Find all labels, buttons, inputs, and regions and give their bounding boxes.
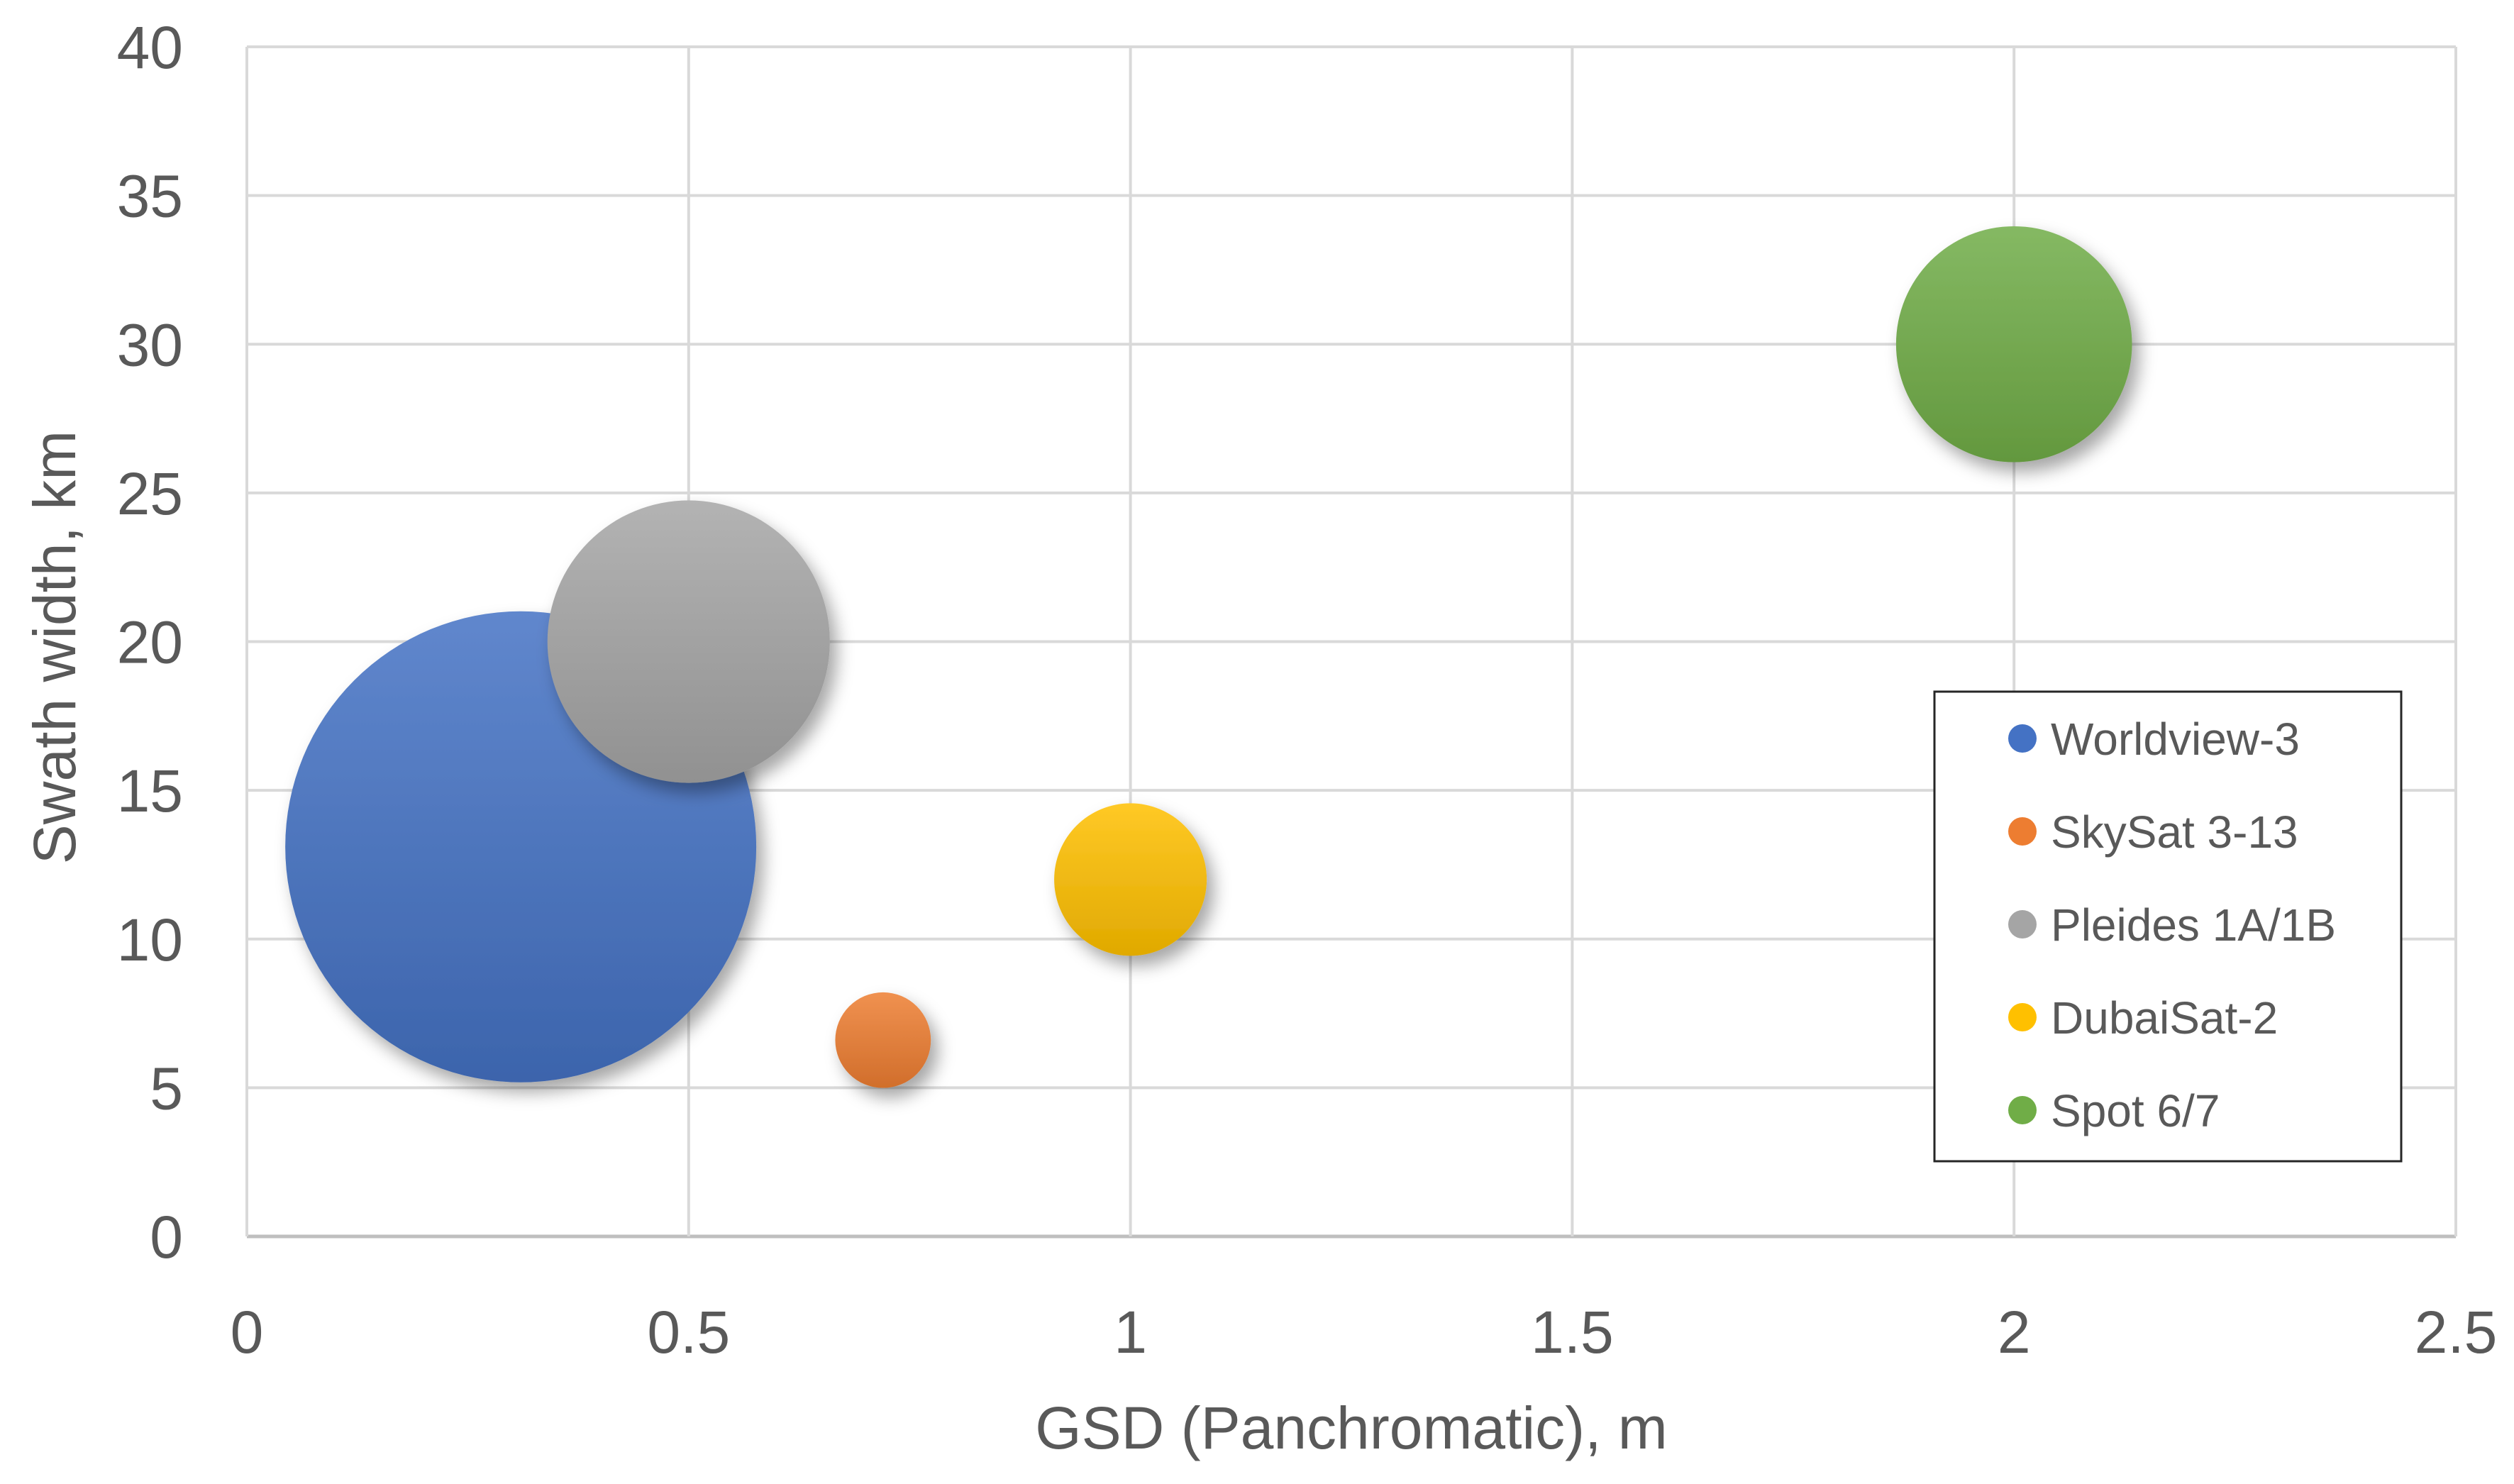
legend-entry: Pleides 1A/1B [2051, 899, 2336, 951]
x-tick-label: 2.5 [2415, 1299, 2498, 1366]
y-tick-label: 15 [117, 758, 183, 824]
y-tick-label: 20 [117, 609, 183, 676]
legend-marker [2008, 724, 2037, 753]
legend-entry: SkySat 3-13 [2051, 807, 2298, 858]
y-tick-label: 25 [117, 460, 183, 527]
x-tick-label: 0 [231, 1299, 264, 1366]
legend-entry: Worldview-3 [2051, 714, 2300, 765]
tick-labels: 0 5 10 15 20 25 30 35 40 0 0.5 1 1.5 2 2.5 [117, 14, 2498, 1366]
legend: Worldview-3 SkySat 3-13 Pleides 1A/1B Dubai… [1933, 690, 2403, 1163]
x-tick-label: 1 [1114, 1299, 1147, 1366]
x-tick-label: 0.5 [647, 1299, 730, 1366]
bubble-pleides-1a-1b [547, 500, 830, 783]
bubble-spot-6-7 [1895, 226, 2132, 463]
x-axis-title: GSD (Panchromatic), m [1035, 1395, 1668, 1461]
y-tick-label: 5 [150, 1055, 183, 1122]
y-tick-label: 40 [117, 14, 183, 81]
legend-marker [2008, 1096, 2037, 1124]
legend-entry: Spot 6/7 [2051, 1085, 2220, 1136]
y-tick-label: 10 [117, 907, 183, 973]
x-tick-label: 2 [1998, 1299, 2031, 1366]
bubbles [285, 226, 2132, 1088]
legend-marker [2008, 1003, 2037, 1031]
y-tick-label: 0 [150, 1204, 183, 1270]
legend-entry: DubaiSat-2 [2051, 992, 2278, 1043]
bubble-skysat-3-13 [835, 992, 931, 1088]
y-tick-label: 35 [117, 163, 183, 230]
x-tick-label: 1.5 [1531, 1299, 1614, 1366]
y-axis-title: Swath width, km [21, 431, 88, 865]
bubble-dubaisat-2 [1054, 803, 1207, 956]
y-tick-label: 30 [117, 311, 183, 378]
legend-marker [2008, 817, 2037, 846]
legend-marker [2008, 910, 2037, 938]
